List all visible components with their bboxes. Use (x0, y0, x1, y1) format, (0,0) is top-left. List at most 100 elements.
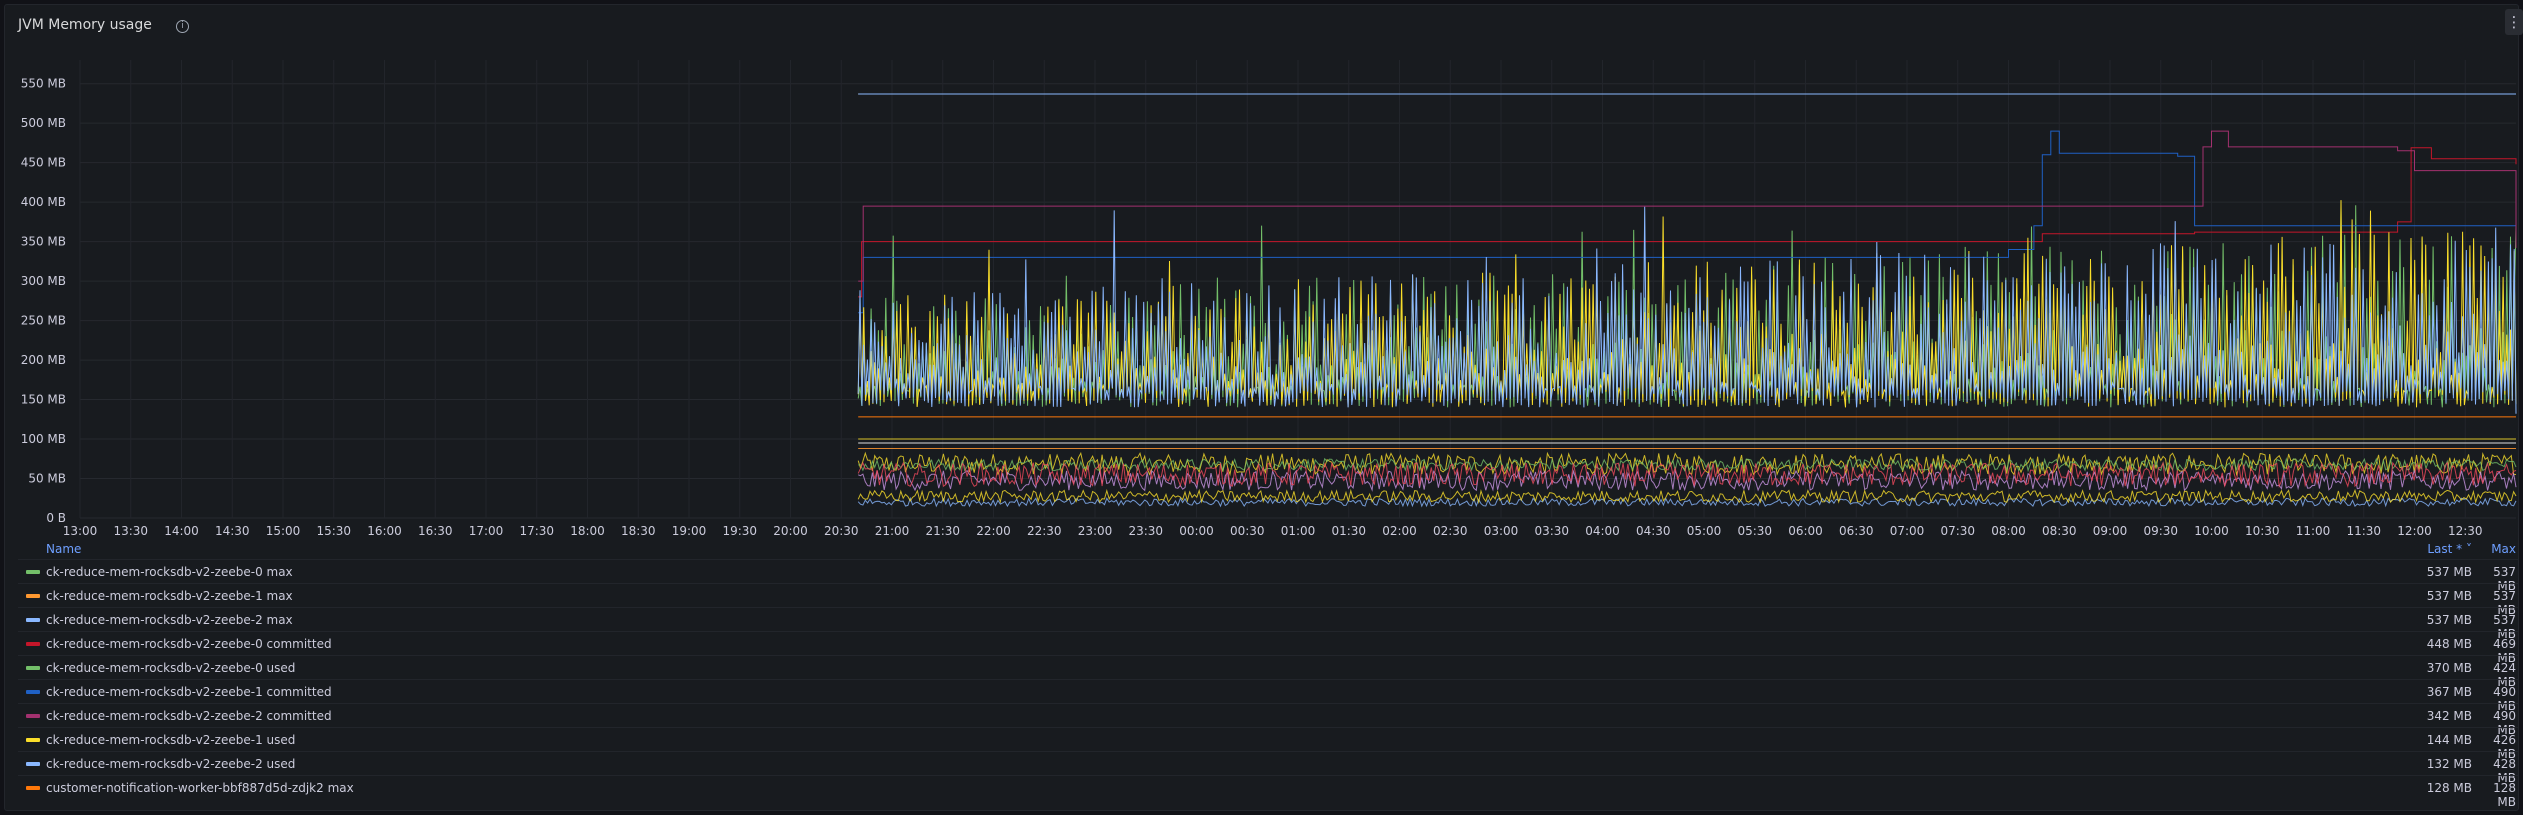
x-tick-label: 22:30 (1027, 524, 1062, 538)
memory-line-chart[interactable]: 0 B 50 MB 100 MB 150 MB 200 MB 250 MB 300 MB 35… (0, 0, 2523, 540)
legend-row[interactable]: customer-notification-worker-bbf887d5d-z… (18, 775, 2518, 809)
x-tick-label: 06:30 (1839, 524, 1874, 538)
x-tick-label: 00:00 (1179, 524, 1214, 538)
legend-header-max[interactable]: Max (2491, 542, 2516, 556)
legend-series-name[interactable]: ck-reduce-mem-rocksdb-v2-zeebe-2 used (46, 757, 296, 771)
panel-title: JVM Memory usage (18, 17, 152, 33)
legend-series-max: 490 MB (2493, 709, 2516, 737)
series-bands (857, 438, 2517, 508)
legend-series-last: 537 MB (2426, 613, 2472, 627)
x-tick-label: 04:30 (1636, 524, 1671, 538)
series-color-swatch[interactable] (26, 714, 40, 718)
x-tick-label: 16:00 (367, 524, 402, 538)
series-color-swatch[interactable] (26, 642, 40, 646)
series-color-swatch[interactable] (26, 762, 40, 766)
series-line (857, 200, 2517, 408)
x-tick-label: 21:00 (875, 524, 910, 538)
series-line (858, 130, 2517, 314)
legend-row[interactable]: ck-reduce-mem-rocksdb-v2-zeebe-0 committ… (18, 631, 2518, 665)
series-line (857, 206, 2517, 414)
legend-row[interactable]: ck-reduce-mem-rocksdb-v2-zeebe-2 used 132… (18, 751, 2518, 785)
legend-series-name[interactable]: customer-notification-worker-bbf887d5d-z… (46, 781, 354, 795)
series-color-swatch[interactable] (26, 738, 40, 742)
minor-series-band (857, 496, 2517, 508)
x-tick-label: 17:00 (469, 524, 504, 538)
legend-series-last: 370 MB (2426, 661, 2472, 675)
legend-series-last: 342 MB (2426, 709, 2472, 723)
x-tick-label: 01:00 (1281, 524, 1316, 538)
legend-series-max: 537 MB (2493, 565, 2516, 593)
x-tick-label: 05:30 (1737, 524, 1772, 538)
legend-series-name[interactable]: ck-reduce-mem-rocksdb-v2-zeebe-1 committ… (46, 685, 332, 699)
minor-series-band (858, 457, 2517, 473)
legend-header-last[interactable]: Last * ˅ (2427, 542, 2472, 556)
legend-series-max: 128 MB (2493, 781, 2516, 809)
series-color-swatch[interactable] (26, 666, 40, 670)
legend-series-name[interactable]: ck-reduce-mem-rocksdb-v2-zeebe-2 committ… (46, 709, 332, 723)
legend-series-name[interactable]: ck-reduce-mem-rocksdb-v2-zeebe-0 used (46, 661, 296, 675)
x-tick-label: 00:30 (1230, 524, 1265, 538)
x-tick-label: 23:30 (1128, 524, 1163, 538)
y-tick-label: 200 MB (21, 353, 66, 367)
series-color-swatch[interactable] (26, 594, 40, 598)
y-tick-label: 550 MB (21, 77, 66, 91)
legend-series-last: 537 MB (2426, 565, 2472, 579)
x-tick-label: 09:30 (2143, 524, 2178, 538)
legend-header-name[interactable]: Name (46, 542, 82, 556)
x-tick-label: 10:00 (2194, 524, 2229, 538)
x-tick-label: 21:30 (925, 524, 960, 538)
legend-row[interactable]: ck-reduce-mem-rocksdb-v2-zeebe-0 max 537 … (18, 559, 2518, 593)
x-tick-label: 14:00 (164, 524, 199, 538)
legend-row[interactable]: ck-reduce-mem-rocksdb-v2-zeebe-1 committ… (18, 679, 2518, 713)
legend-series-max: 490 MB (2493, 685, 2516, 713)
x-tick-label: 19:00 (672, 524, 707, 538)
legend-series-last: 448 MB (2426, 637, 2472, 651)
chart-legend: Name Last * ˅ Max ck-reduce-mem-rocksdb-… (18, 539, 2518, 809)
x-tick-label: 05:00 (1687, 524, 1722, 538)
legend-series-last: 128 MB (2426, 781, 2472, 795)
legend-row[interactable]: ck-reduce-mem-rocksdb-v2-zeebe-0 used 370… (18, 655, 2518, 689)
x-tick-label: 01:30 (1331, 524, 1366, 538)
minor-series-band (857, 461, 2517, 489)
jvm-memory-panel: JVM Memory usage i ⋮ (4, 4, 2523, 811)
info-circle-icon[interactable]: i (176, 20, 189, 33)
y-tick-label: 400 MB (21, 195, 66, 209)
legend-series-max: 537 MB (2493, 613, 2516, 641)
legend-series-last: 144 MB (2426, 733, 2472, 747)
legend-row[interactable]: ck-reduce-mem-rocksdb-v2-zeebe-1 used 144… (18, 727, 2518, 761)
legend-series-name[interactable]: ck-reduce-mem-rocksdb-v2-zeebe-1 max (46, 589, 293, 603)
x-tick-label: 14:30 (215, 524, 250, 538)
legend-series-max: 428 MB (2493, 757, 2516, 785)
legend-row[interactable]: ck-reduce-mem-rocksdb-v2-zeebe-2 max 537 … (18, 607, 2518, 641)
x-tick-label: 16:30 (418, 524, 453, 538)
series-line (858, 147, 2517, 298)
legend-series-last: 132 MB (2426, 757, 2472, 771)
legend-series-name[interactable]: ck-reduce-mem-rocksdb-v2-zeebe-1 used (46, 733, 296, 747)
y-tick-label: 50 MB (28, 472, 66, 486)
x-tick-label: 18:30 (621, 524, 656, 538)
series-color-swatch[interactable] (26, 570, 40, 574)
x-tick-label: 17:30 (519, 524, 554, 538)
series-color-swatch[interactable] (26, 618, 40, 622)
y-tick-label: 0 B (46, 511, 66, 525)
series-color-swatch[interactable] (26, 690, 40, 694)
legend-series-name[interactable]: ck-reduce-mem-rocksdb-v2-zeebe-0 max (46, 565, 293, 579)
x-tick-label: 23:00 (1078, 524, 1113, 538)
legend-series-name[interactable]: ck-reduce-mem-rocksdb-v2-zeebe-0 committ… (46, 637, 332, 651)
x-tick-label: 09:00 (2093, 524, 2128, 538)
series-color-swatch[interactable] (26, 786, 40, 790)
x-tick-label: 12:30 (2448, 524, 2483, 538)
x-tick-label: 08:00 (1991, 524, 2026, 538)
legend-row[interactable]: ck-reduce-mem-rocksdb-v2-zeebe-2 committ… (18, 703, 2518, 737)
legend-row[interactable]: ck-reduce-mem-rocksdb-v2-zeebe-1 max 537 … (18, 583, 2518, 617)
y-axis: 0 B 50 MB 100 MB 150 MB 200 MB 250 MB 300 MB 35… (21, 77, 66, 525)
x-tick-label: 15:30 (316, 524, 351, 538)
panel-menu-button[interactable]: ⋮ (2505, 9, 2523, 35)
x-tick-label: 13:30 (113, 524, 148, 538)
legend-series-name[interactable]: ck-reduce-mem-rocksdb-v2-zeebe-2 max (46, 613, 293, 627)
x-axis: 13:00 13:30 14:00 14:30 15:00 15:30 16:00 16:30… (63, 524, 2483, 538)
minor-series-band (858, 469, 2517, 492)
x-tick-label: 10:30 (2245, 524, 2280, 538)
x-tick-label: 03:00 (1484, 524, 1519, 538)
y-tick-label: 300 MB (21, 274, 66, 288)
